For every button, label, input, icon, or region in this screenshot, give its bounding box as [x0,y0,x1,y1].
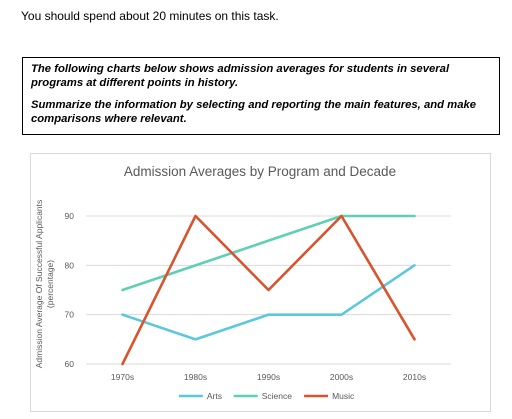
y-tick-label-70: 70 [65,310,75,320]
chart-title: Admission Averages by Program and Decade [124,164,396,179]
y-axis-label: Admission Average Of Successful Applican… [34,200,44,369]
x-tick-label-1970s: 1970s [111,372,134,382]
y-tick-label-60: 60 [65,359,75,369]
legend-label-music: Music [332,391,355,401]
y-tick-label-80: 80 [65,260,75,270]
x-tick-label-2000s: 2000s [330,372,353,382]
legend-label-arts: Arts [207,391,222,401]
series-line-science [121,214,416,292]
legend-label-science: Science [262,391,293,401]
x-tick-label-1980s: 1980s [184,372,207,382]
instruction-text: You should spend about 20 minutes on thi… [21,9,279,23]
y-tick-label-90: 90 [65,211,75,221]
y-axis-label-unit: (percentage) [45,260,55,308]
series-line-music [121,214,416,366]
chart-frame: Admission Averages by Program and Decade… [30,153,491,412]
x-tick-label-1990s: 1990s [257,372,280,382]
x-tick-label-2010s: 2010s [403,372,426,382]
task-prompt-line2: Summarize the information by selecting a… [31,99,477,125]
task-box: The following charts below shows admissi… [22,57,500,135]
series-line-arts [121,264,416,341]
task-prompt-line1: The following charts below shows admissi… [31,63,450,89]
line-chart: Admission Averages by Program and Decade… [34,164,451,401]
